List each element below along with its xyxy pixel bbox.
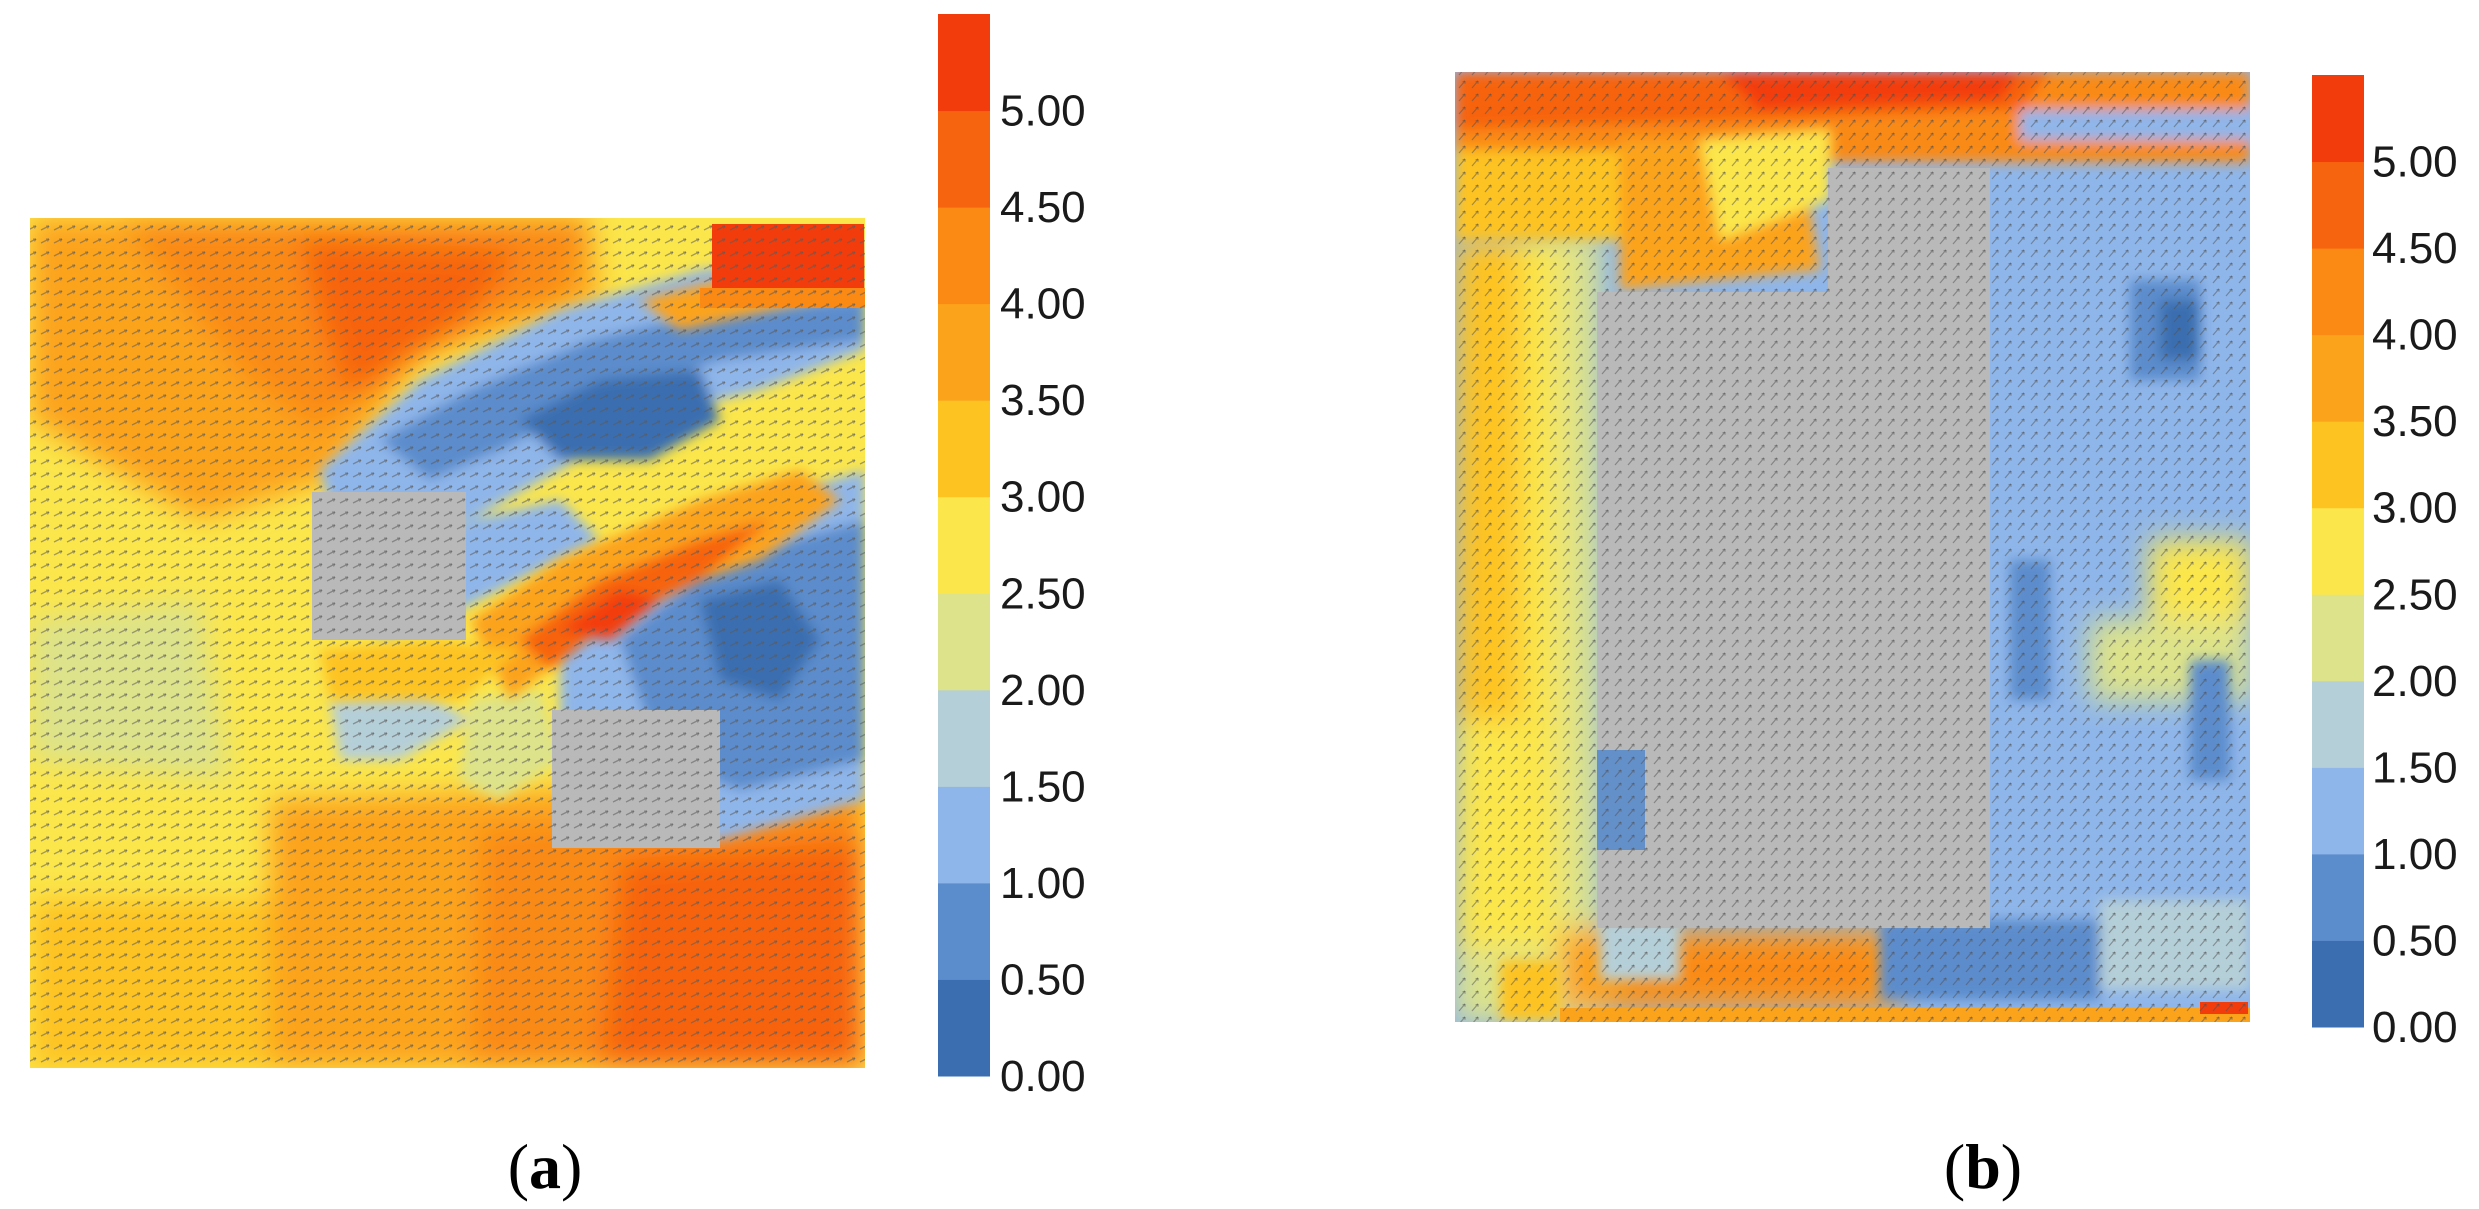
- panel-a-colorbar-band-2: [938, 786, 990, 884]
- panel-a-velocity-field: [30, 218, 865, 1068]
- panel-a-colorbar-band-10: [938, 14, 990, 112]
- panel-b-colorbar-band-4: [2312, 594, 2364, 682]
- panel-a-colorbar-band-0: [938, 979, 990, 1077]
- panel-a-colorbar-tick-label: 3.00: [1000, 473, 1086, 522]
- panel-b-colorbar-tick-label: 2.00: [2372, 657, 2458, 706]
- panel-b-colorbar-tick-label: 5.00: [2372, 138, 2458, 187]
- panel-b-colorbar-band-5: [2312, 507, 2364, 595]
- panel-b-colorbar-tick-label: 4.50: [2372, 224, 2458, 273]
- panel-b-colorbar-tick-label: 4.00: [2372, 311, 2458, 360]
- panel-b-colorbar-band-7: [2312, 334, 2364, 422]
- panel-a-colorbar-tick-label: 4.00: [1000, 280, 1086, 329]
- panel-a-colorbar-tick-label: 0.50: [1000, 955, 1086, 1004]
- panel-a-label: (a): [508, 1131, 583, 1202]
- panel-a-colorbar-band-1: [938, 882, 990, 980]
- panel-b-colorbar-band-6: [2312, 421, 2364, 509]
- panel-b-colorbar-band-2: [2312, 767, 2364, 855]
- panel-a-colorbar-band-4: [938, 593, 990, 691]
- panel-b-colorbar-band-3: [2312, 680, 2364, 768]
- panel-b-velocity-field: [1455, 72, 2250, 1022]
- panel-a-colorbar-tick-label: 3.50: [1000, 376, 1086, 425]
- panel-a-colorbar-band-7: [938, 303, 990, 401]
- panel-b-colorbar-band-9: [2312, 161, 2364, 249]
- panel-a-colorbar-band-5: [938, 496, 990, 594]
- panel-a-colorbar-tick-label: 4.50: [1000, 183, 1086, 232]
- panel-a-colorbar-tick-label: 2.00: [1000, 666, 1086, 715]
- panel-b-colorbar-band-10: [2312, 75, 2364, 163]
- panel-b-colorbar-band-0: [2312, 940, 2364, 1028]
- panel-b-colorbar-tick-label: 2.50: [2372, 570, 2458, 619]
- panel-a-colorbar: 0.00 0.50 1.00 1.50 2.00 2.50 3.00 3.50 4.00 4.50…: [938, 14, 1086, 1101]
- panel-b-colorbar-tick-label: 3.50: [2372, 397, 2458, 446]
- panel-b-colorbar-tick-label: 0.50: [2372, 916, 2458, 965]
- panel-a-colorbar-tick-label: 1.00: [1000, 859, 1086, 908]
- panel-b-colorbar-tick-label: 1.00: [2372, 830, 2458, 879]
- panel-a-colorbar-tick-label: 0.00: [1000, 1052, 1086, 1101]
- panel-b-colorbar-band-1: [2312, 853, 2364, 941]
- panel-a-colorbar-band-9: [938, 110, 990, 208]
- panel-b-colorbar-tick-label: 0.00: [2372, 1003, 2458, 1052]
- panel-a-colorbar-band-6: [938, 400, 990, 498]
- panel-a-colorbar-band-8: [938, 207, 990, 305]
- panel-b-colorbar: 0.00 0.50 1.00 1.50 2.00 2.50 3.00 3.50 4.00 4.50…: [2312, 75, 2458, 1052]
- panel-a-colorbar-tick-label: 5.00: [1000, 87, 1086, 136]
- panel-a-colorbar-tick-label: 2.50: [1000, 569, 1086, 618]
- panel-b-colorbar-tick-label: 3.00: [2372, 484, 2458, 533]
- panel-a-colorbar-tick-label: 1.50: [1000, 762, 1086, 811]
- panel-b-colorbar-band-8: [2312, 248, 2364, 336]
- panel-b-colorbar-tick-label: 1.50: [2372, 743, 2458, 792]
- panel-b-label: (b): [1944, 1131, 2022, 1202]
- panel-a-colorbar-band-3: [938, 689, 990, 787]
